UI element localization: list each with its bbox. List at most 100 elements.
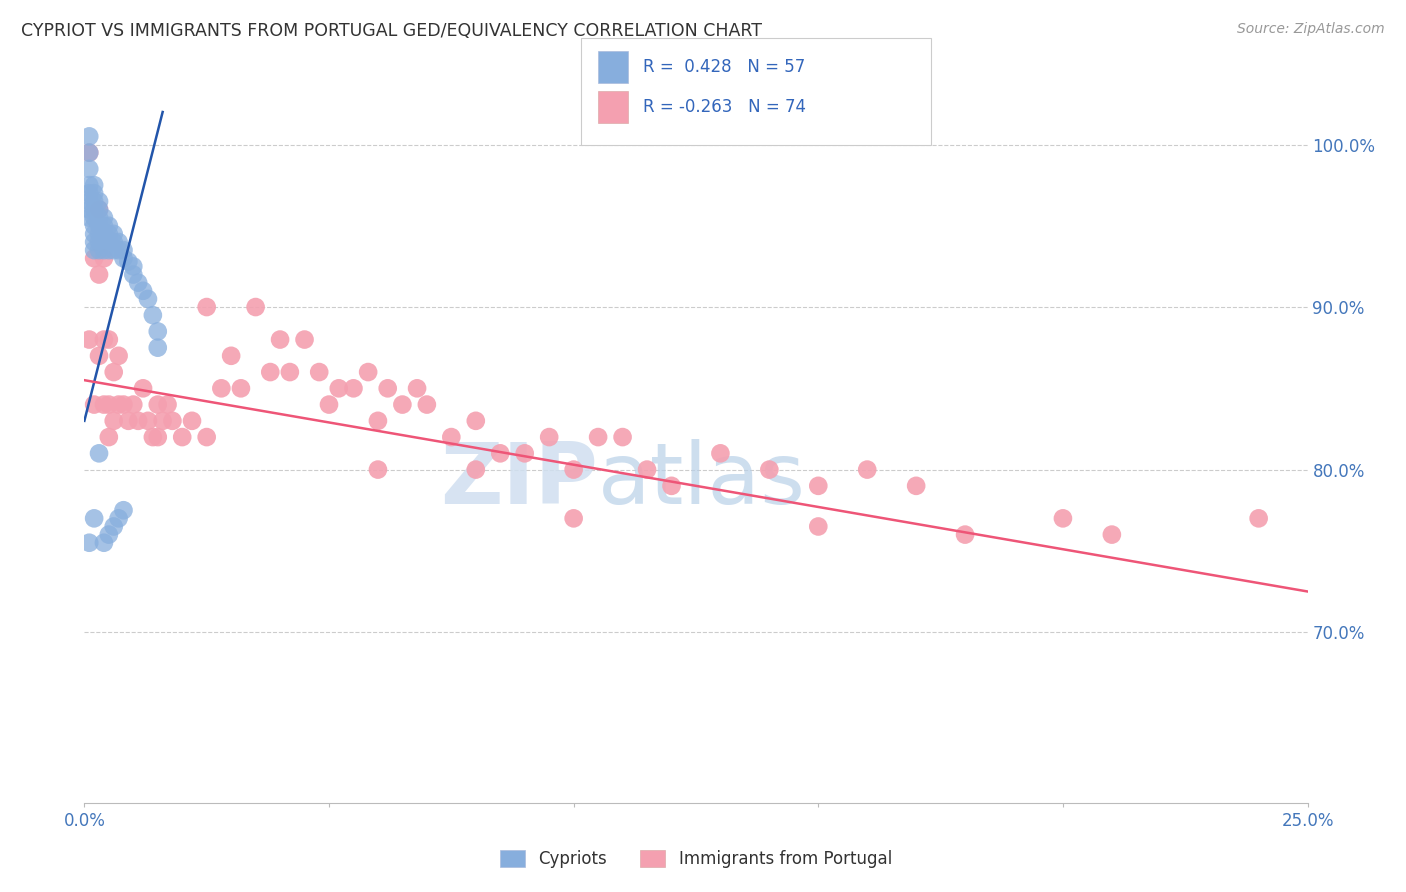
- Point: [107, 349, 129, 363]
- Point: [87, 235, 110, 249]
- Point: [97, 219, 120, 233]
- Point: [308, 365, 330, 379]
- Point: [156, 398, 179, 412]
- Point: [83, 243, 105, 257]
- Point: [93, 252, 115, 266]
- Point: [93, 219, 115, 233]
- Point: [464, 414, 486, 428]
- Point: [103, 227, 125, 241]
- Point: [112, 243, 135, 257]
- Point: [142, 308, 165, 322]
- Point: [97, 227, 120, 241]
- Point: [538, 430, 561, 444]
- Point: [83, 252, 105, 266]
- Point: [342, 381, 364, 395]
- Point: [136, 292, 159, 306]
- Point: [1101, 527, 1123, 541]
- Point: [87, 202, 110, 217]
- Point: [464, 462, 486, 476]
- Point: [905, 479, 928, 493]
- Point: [83, 194, 105, 209]
- Point: [97, 243, 120, 257]
- Point: [416, 398, 439, 412]
- Point: [87, 227, 110, 241]
- Point: [77, 535, 100, 549]
- Point: [103, 519, 125, 533]
- Point: [181, 414, 204, 428]
- Text: R = -0.263   N = 74: R = -0.263 N = 74: [643, 98, 806, 116]
- Point: [112, 503, 135, 517]
- Point: [269, 333, 291, 347]
- Point: [661, 479, 683, 493]
- Point: [132, 381, 155, 395]
- Point: [367, 462, 389, 476]
- Point: [93, 211, 115, 225]
- Text: CYPRIOT VS IMMIGRANTS FROM PORTUGAL GED/EQUIVALENCY CORRELATION CHART: CYPRIOT VS IMMIGRANTS FROM PORTUGAL GED/…: [21, 22, 762, 40]
- Point: [97, 235, 120, 249]
- Point: [127, 276, 149, 290]
- Point: [107, 235, 129, 249]
- Point: [103, 235, 125, 249]
- Point: [328, 381, 350, 395]
- Point: [586, 430, 609, 444]
- Point: [136, 414, 159, 428]
- Point: [1052, 511, 1074, 525]
- Point: [146, 341, 169, 355]
- Point: [318, 398, 340, 412]
- Point: [259, 365, 281, 379]
- Point: [87, 211, 110, 225]
- Point: [229, 381, 252, 395]
- Point: [83, 178, 105, 193]
- Point: [93, 398, 115, 412]
- Point: [103, 365, 125, 379]
- Point: [245, 300, 267, 314]
- Point: [103, 243, 125, 257]
- Point: [87, 243, 110, 257]
- Text: atlas: atlas: [598, 440, 806, 523]
- Point: [93, 243, 115, 257]
- Point: [562, 511, 585, 525]
- Point: [636, 462, 658, 476]
- Point: [97, 333, 120, 347]
- Point: [142, 430, 165, 444]
- Point: [97, 398, 120, 412]
- Point: [83, 219, 105, 233]
- Point: [1247, 511, 1270, 525]
- Point: [93, 535, 115, 549]
- Point: [83, 398, 105, 412]
- Point: [489, 446, 512, 460]
- Point: [209, 381, 232, 395]
- Point: [77, 333, 100, 347]
- Point: [127, 414, 149, 428]
- Point: [97, 430, 120, 444]
- Point: [612, 430, 634, 444]
- Point: [87, 349, 110, 363]
- Point: [107, 511, 129, 525]
- Point: [146, 325, 169, 339]
- Point: [103, 414, 125, 428]
- Point: [117, 414, 139, 428]
- Point: [122, 260, 145, 274]
- Point: [112, 252, 135, 266]
- Point: [367, 414, 389, 428]
- Point: [856, 462, 879, 476]
- Point: [406, 381, 429, 395]
- Point: [93, 333, 115, 347]
- Point: [122, 268, 145, 282]
- Point: [807, 479, 830, 493]
- Point: [77, 202, 100, 217]
- Point: [107, 398, 129, 412]
- Point: [77, 161, 100, 176]
- Point: [440, 430, 463, 444]
- Point: [87, 194, 110, 209]
- Point: [122, 398, 145, 412]
- Point: [97, 527, 120, 541]
- Point: [83, 202, 105, 217]
- Point: [87, 202, 110, 217]
- Point: [807, 519, 830, 533]
- Point: [146, 430, 169, 444]
- Point: [953, 527, 976, 541]
- Point: [146, 398, 169, 412]
- Point: [294, 333, 316, 347]
- Point: [562, 462, 585, 476]
